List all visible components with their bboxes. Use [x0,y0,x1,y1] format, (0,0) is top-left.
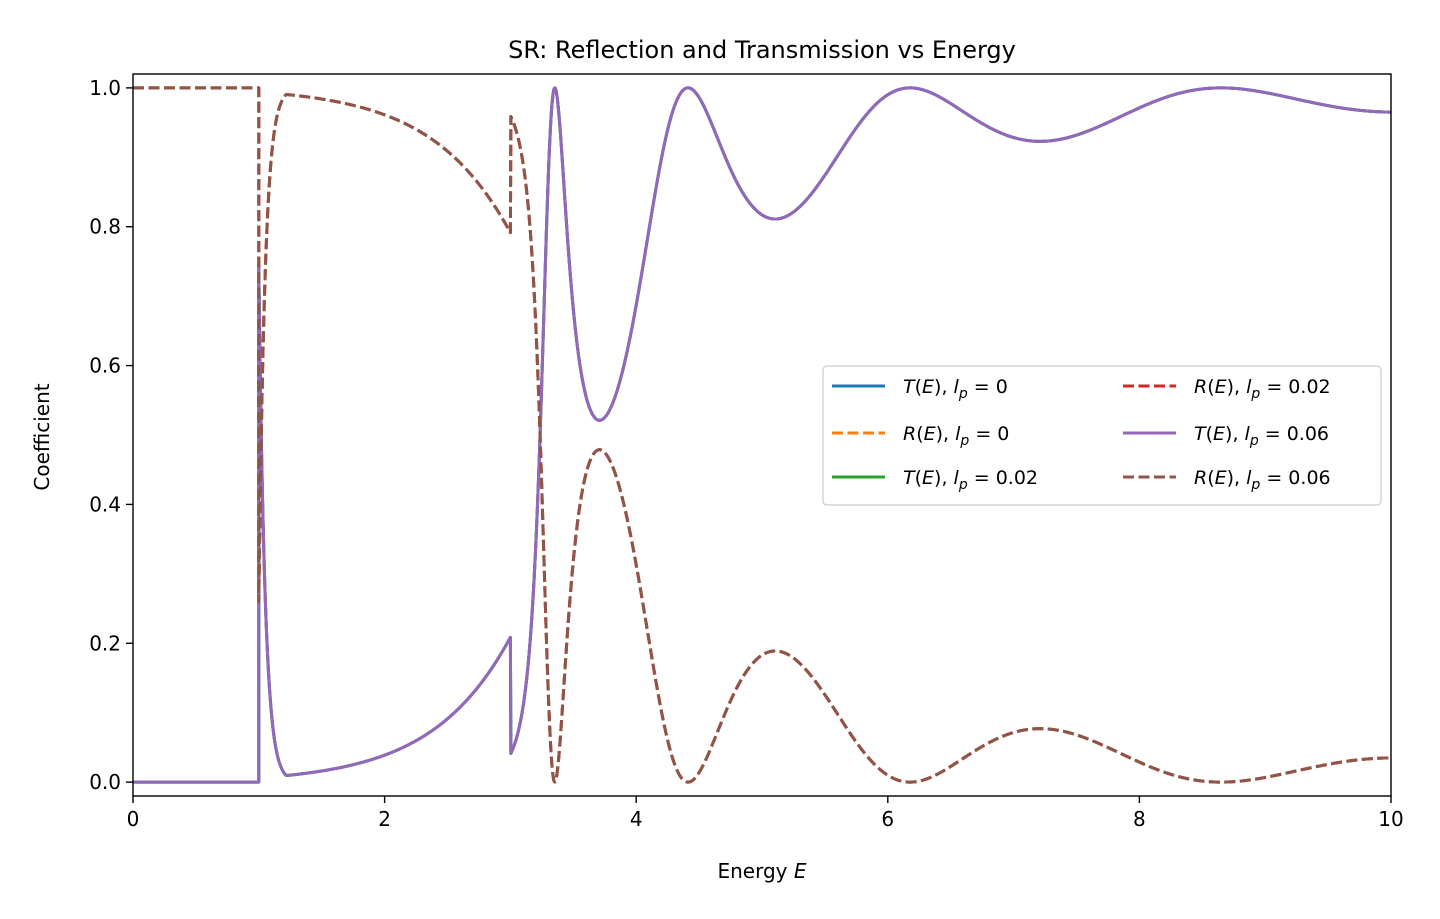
y-axis: 0.0 0.2 0.4 0.6 0.8 1.0 [89,76,133,794]
legend-label-R006: R(E), lp = 0.06 [1194,467,1331,493]
x-tick-label: 4 [630,807,643,831]
x-tick-label: 6 [881,807,894,831]
x-tick-label: 0 [127,807,140,831]
x-tick-label: 2 [378,807,391,831]
x-axis: 0 2 4 6 8 10 [127,796,1404,831]
y-tick-label: 1.0 [89,76,121,100]
series-line-T006 [133,86,1391,784]
series-line-R006 [133,86,1391,784]
y-tick-label: 0.2 [89,631,121,655]
y-tick-label: 0.6 [89,354,121,378]
x-tick-label: 10 [1378,807,1403,831]
legend-box [822,365,1382,506]
x-axis-label: Energy E [717,859,806,883]
legend-label-R0: R(E), lp = 0 [903,423,1009,449]
legend-label-T0: T(E), lp = 0 [903,376,1008,402]
chart-title: SR: Reflection and Transmission vs Energ… [508,36,1016,64]
series-layer [133,86,1391,784]
x-tick-label: 8 [1133,807,1146,831]
plot-frame [132,73,1392,797]
legend-label-R002: R(E), lp = 0.02 [1194,376,1331,402]
y-axis-label: Coefficient [30,383,54,490]
plot-area [132,73,1392,797]
y-tick-label: 0.0 [89,770,121,794]
legend-label-T002: T(E), lp = 0.02 [903,467,1038,493]
legend-label-T006: T(E), lp = 0.06 [1194,423,1329,449]
y-tick-label: 0.8 [89,215,121,239]
legend: T(E), lp = 0 R(E), lp = 0 T(E), lp = 0.02 R… [822,365,1382,506]
y-tick-label: 0.4 [89,492,121,516]
